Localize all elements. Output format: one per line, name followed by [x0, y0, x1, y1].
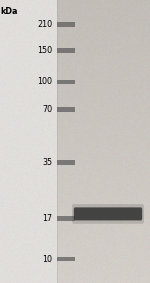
Text: 100: 100	[38, 77, 52, 86]
FancyBboxPatch shape	[74, 207, 142, 220]
Bar	[57, 216, 75, 220]
Bar	[57, 160, 75, 165]
Text: 70: 70	[42, 105, 52, 114]
Bar	[57, 107, 75, 112]
Text: 10: 10	[42, 255, 52, 264]
Text: 150: 150	[37, 46, 52, 55]
Text: 210: 210	[37, 20, 52, 29]
Bar	[57, 80, 75, 84]
Text: 35: 35	[42, 158, 52, 167]
Bar	[57, 257, 75, 261]
FancyBboxPatch shape	[72, 204, 144, 224]
Bar	[57, 22, 75, 27]
Text: kDa: kDa	[1, 7, 18, 16]
Text: 17: 17	[42, 214, 52, 223]
Bar	[57, 48, 75, 53]
